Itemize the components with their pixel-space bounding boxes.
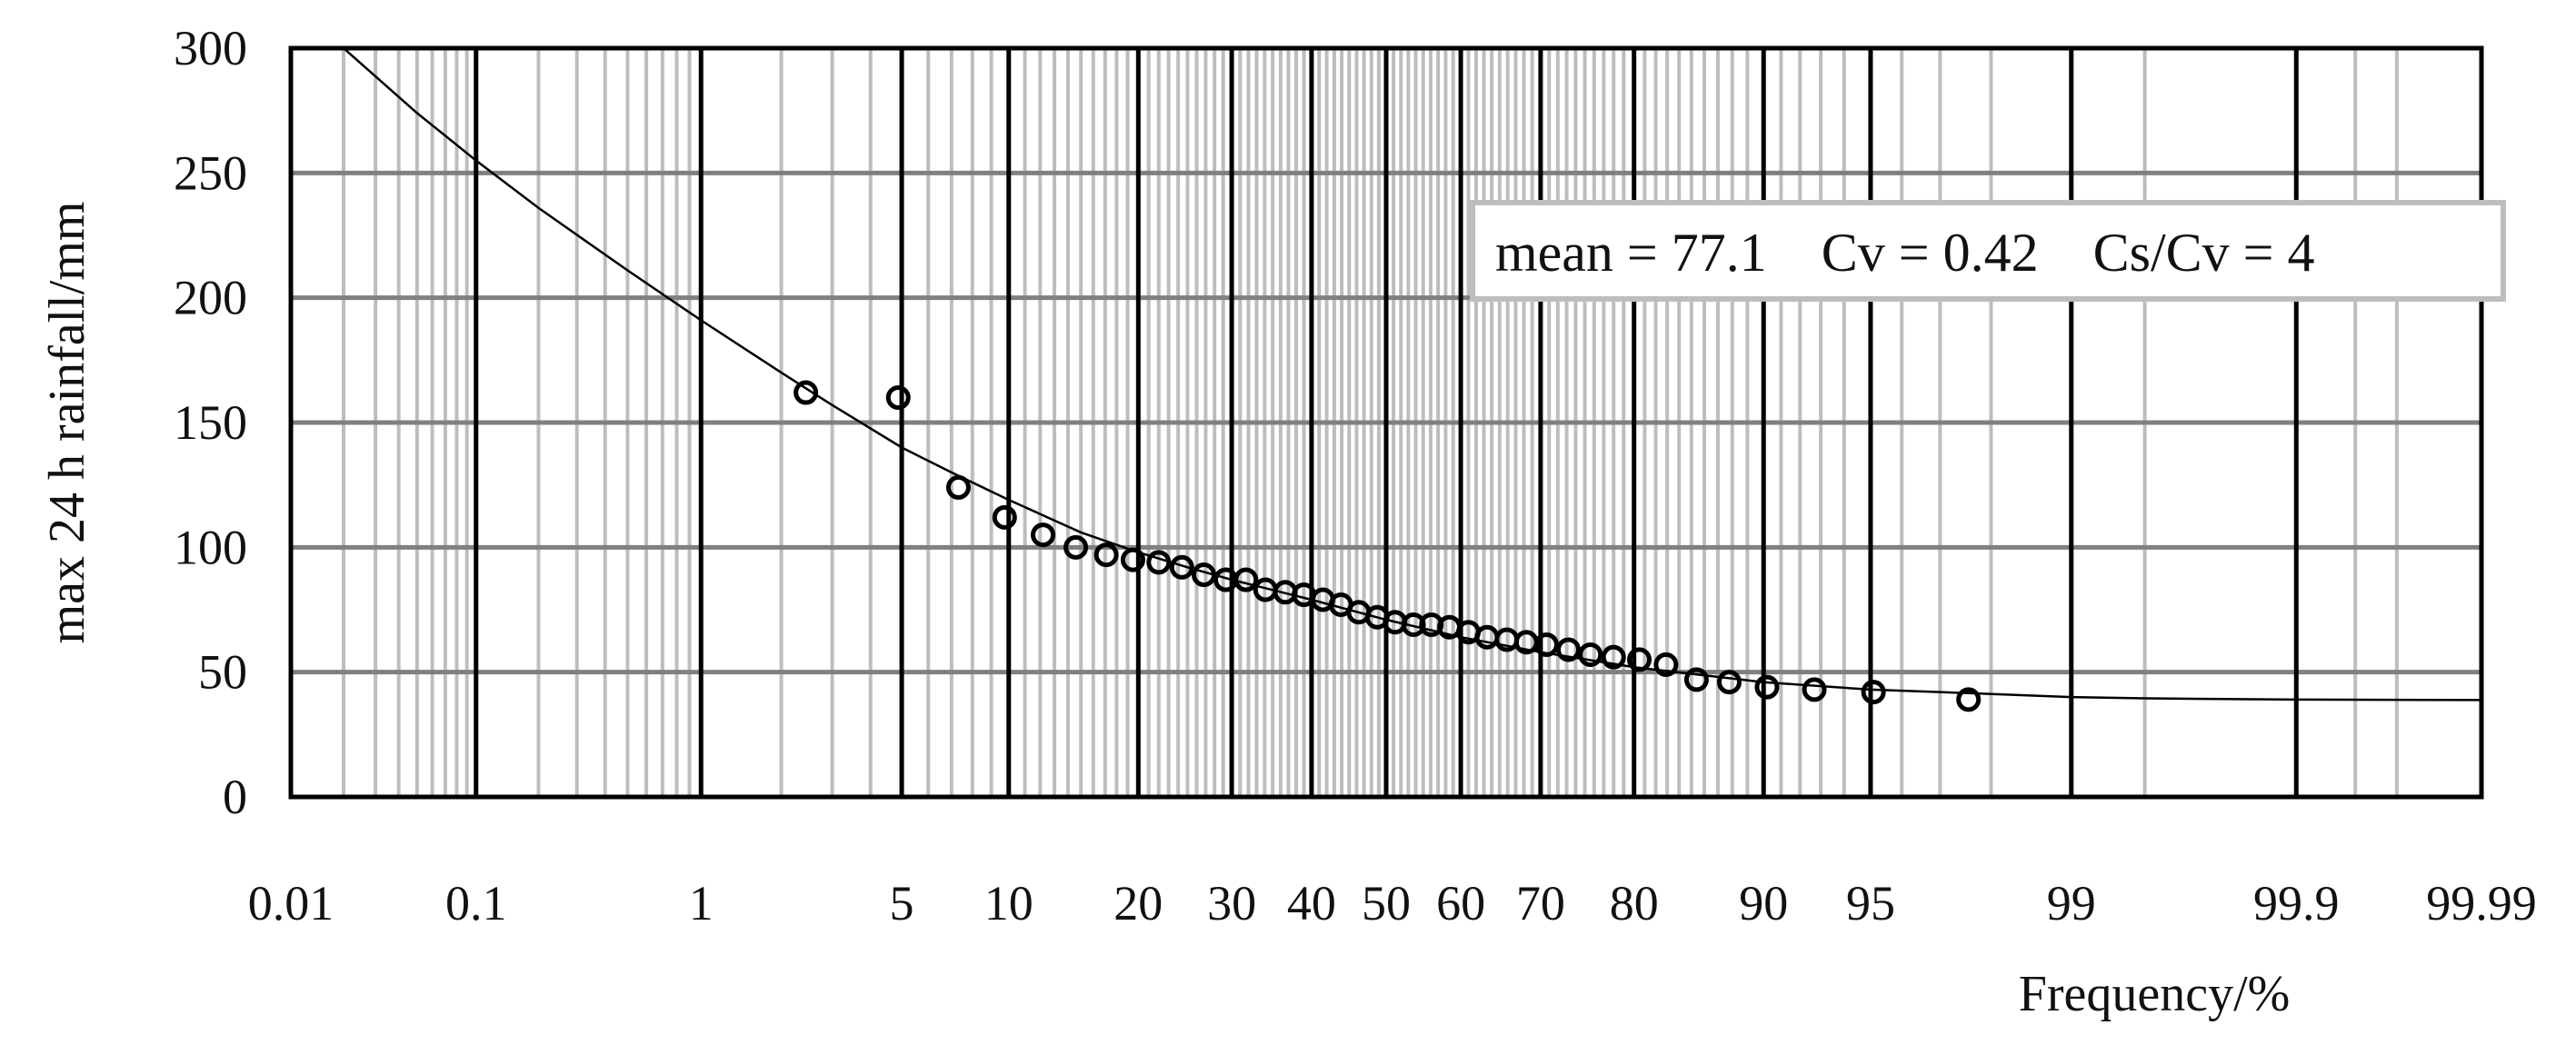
parameter-text: mean = 77.1 Cv = 0.42 Cs/Cv = 4 bbox=[1495, 223, 2315, 283]
parameter-box-frame bbox=[1470, 200, 2506, 302]
data-point bbox=[1556, 637, 1582, 662]
data-point bbox=[1601, 644, 1626, 670]
data-point bbox=[1754, 674, 1780, 700]
x-tick-label: 90 bbox=[1739, 876, 1788, 931]
y-tick-label: 300 bbox=[174, 21, 247, 75]
data-point bbox=[1861, 680, 1886, 705]
data-point bbox=[885, 385, 911, 411]
data-point bbox=[794, 380, 819, 405]
data-point bbox=[1956, 687, 1982, 712]
x-tick-label: 70 bbox=[1516, 876, 1565, 931]
x-tick-label: 95 bbox=[1846, 876, 1895, 931]
x-tick-label: 0.1 bbox=[445, 876, 507, 931]
data-point bbox=[1093, 542, 1119, 568]
x-tick-label: 60 bbox=[1436, 876, 1485, 931]
x-tick-label: 40 bbox=[1287, 876, 1336, 931]
x-tick-label: 5 bbox=[890, 876, 914, 931]
x-tick-label: 50 bbox=[1362, 876, 1411, 931]
y-tick-label: 100 bbox=[174, 520, 247, 574]
data-point bbox=[1233, 567, 1259, 592]
data-point bbox=[1169, 554, 1194, 580]
fitted-curve bbox=[343, 47, 2482, 702]
data-point bbox=[1063, 534, 1089, 560]
data-point bbox=[1627, 647, 1652, 672]
x-tick-label: 30 bbox=[1207, 876, 1256, 931]
x-tick-labels: 0.01 0.1 1 5 10 20 30 40 50 60 70 80 90 95 99 99.9 99.99 bbox=[248, 876, 2537, 931]
data-point bbox=[992, 504, 1017, 530]
data-point bbox=[1716, 670, 1742, 695]
x-tick-label: 99.9 bbox=[2253, 876, 2340, 931]
data-point bbox=[1120, 547, 1145, 572]
y-axis-title: max 24 h rainfall/mm bbox=[39, 202, 95, 644]
y-tick-labels: 0 50 100 150 200 250 300 bbox=[174, 21, 247, 824]
parameter-box: mean = 77.1 Cv = 0.42 Cs/Cv = 4 bbox=[1470, 200, 2506, 302]
data-point bbox=[1031, 522, 1056, 548]
data-point bbox=[945, 474, 971, 500]
data-point bbox=[1146, 550, 1172, 575]
x-tick-label: 10 bbox=[984, 876, 1033, 931]
x-tick-label: 0.01 bbox=[248, 876, 334, 931]
plot-frame bbox=[288, 45, 2484, 800]
data-point bbox=[1578, 642, 1603, 667]
x-tick-label: 99.99 bbox=[2426, 876, 2537, 931]
data-point bbox=[1653, 652, 1679, 677]
y-tick-label: 150 bbox=[174, 395, 247, 450]
x-tick-label: 20 bbox=[1113, 876, 1163, 931]
x-tick-label: 80 bbox=[1610, 876, 1659, 931]
data-point bbox=[1533, 632, 1559, 657]
data-point bbox=[1191, 562, 1216, 588]
major-grid bbox=[288, 45, 2484, 800]
data-points bbox=[794, 380, 1982, 712]
y-tick-label: 0 bbox=[223, 770, 247, 824]
data-point bbox=[1474, 624, 1500, 650]
y-tick-label: 250 bbox=[174, 145, 247, 200]
y-tick-label: 200 bbox=[174, 271, 247, 325]
y-tick-label: 50 bbox=[198, 645, 247, 700]
x-axis-title: Frequency/% bbox=[2019, 966, 2291, 1022]
x-tick-label: 99 bbox=[2047, 876, 2096, 931]
x-tick-label: 1 bbox=[689, 876, 714, 931]
data-point bbox=[1802, 677, 1827, 702]
data-point bbox=[1683, 667, 1709, 692]
